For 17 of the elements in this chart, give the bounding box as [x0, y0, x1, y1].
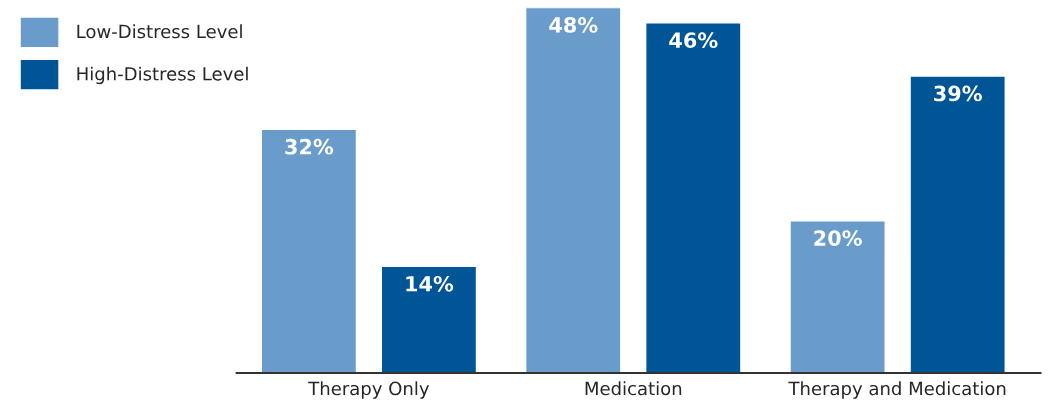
data-label: 39%	[934, 85, 982, 102]
data-label: 32%	[285, 138, 334, 155]
data-label: 20%	[814, 230, 862, 246]
bar	[260, 128, 358, 373]
data-label: 14%	[406, 275, 454, 292]
bar	[789, 220, 886, 373]
data-label: 46%	[669, 32, 718, 49]
bar	[524, 7, 622, 373]
x-tick-label: Therapy Only	[308, 381, 430, 399]
x-tick-label: Medication	[585, 381, 682, 396]
data-label: 48%	[549, 17, 598, 33]
x-tick-label: Therapy and Medication	[788, 381, 1006, 399]
bar	[909, 75, 1006, 373]
legend-label: High-Distress Level	[77, 66, 248, 85]
legend-label: Low-Distress Level	[77, 24, 242, 39]
bar	[645, 22, 742, 373]
bar	[380, 265, 478, 373]
